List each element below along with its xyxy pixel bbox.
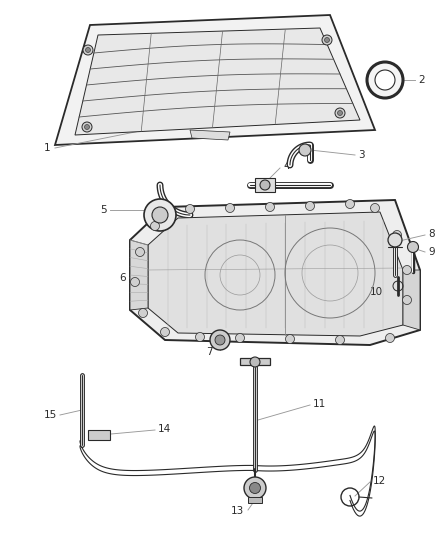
- Circle shape: [226, 204, 234, 213]
- Circle shape: [299, 144, 311, 156]
- Circle shape: [265, 203, 275, 212]
- Circle shape: [195, 333, 205, 342]
- Polygon shape: [130, 240, 148, 310]
- Circle shape: [325, 37, 329, 43]
- Circle shape: [385, 334, 395, 343]
- Circle shape: [305, 201, 314, 211]
- Polygon shape: [248, 497, 262, 503]
- Text: 12: 12: [373, 476, 386, 486]
- Circle shape: [322, 35, 332, 45]
- Circle shape: [338, 110, 343, 116]
- Text: 9: 9: [428, 247, 434, 257]
- Circle shape: [346, 199, 354, 208]
- Text: 11: 11: [313, 399, 326, 409]
- Circle shape: [131, 278, 139, 287]
- Circle shape: [250, 482, 261, 494]
- Polygon shape: [130, 200, 420, 345]
- Circle shape: [135, 247, 145, 256]
- Circle shape: [160, 327, 170, 336]
- Circle shape: [144, 199, 176, 231]
- Circle shape: [375, 70, 395, 90]
- Circle shape: [152, 207, 168, 223]
- Text: 8: 8: [428, 229, 434, 239]
- Polygon shape: [190, 130, 230, 140]
- Polygon shape: [240, 358, 270, 365]
- Circle shape: [210, 330, 230, 350]
- Text: 3: 3: [358, 150, 364, 160]
- Text: 15: 15: [44, 410, 57, 420]
- Text: 5: 5: [100, 205, 107, 215]
- Text: 10: 10: [370, 287, 383, 297]
- Circle shape: [403, 295, 411, 304]
- Circle shape: [335, 108, 345, 118]
- Circle shape: [286, 335, 294, 343]
- Text: 4: 4: [283, 161, 290, 171]
- Circle shape: [388, 233, 402, 247]
- Polygon shape: [148, 212, 403, 336]
- Circle shape: [392, 230, 402, 239]
- Text: 7: 7: [206, 347, 213, 357]
- Polygon shape: [403, 270, 420, 330]
- Circle shape: [403, 265, 411, 274]
- Circle shape: [151, 222, 159, 230]
- Circle shape: [367, 62, 403, 98]
- Text: 13: 13: [231, 506, 244, 516]
- Circle shape: [186, 205, 194, 214]
- Circle shape: [83, 45, 93, 55]
- Polygon shape: [88, 430, 110, 440]
- Circle shape: [250, 357, 260, 367]
- Circle shape: [236, 334, 244, 343]
- Polygon shape: [255, 178, 275, 192]
- Circle shape: [215, 335, 225, 345]
- Circle shape: [138, 309, 148, 318]
- Circle shape: [82, 122, 92, 132]
- Text: 14: 14: [158, 424, 171, 434]
- Circle shape: [407, 241, 418, 253]
- Circle shape: [85, 47, 91, 52]
- Text: 6: 6: [120, 273, 126, 283]
- Circle shape: [371, 204, 379, 213]
- Circle shape: [336, 335, 345, 344]
- Polygon shape: [55, 15, 375, 145]
- Circle shape: [244, 477, 266, 499]
- Polygon shape: [75, 28, 360, 135]
- Circle shape: [85, 125, 89, 130]
- Text: 2: 2: [418, 75, 424, 85]
- Text: 1: 1: [43, 143, 50, 153]
- Circle shape: [260, 180, 270, 190]
